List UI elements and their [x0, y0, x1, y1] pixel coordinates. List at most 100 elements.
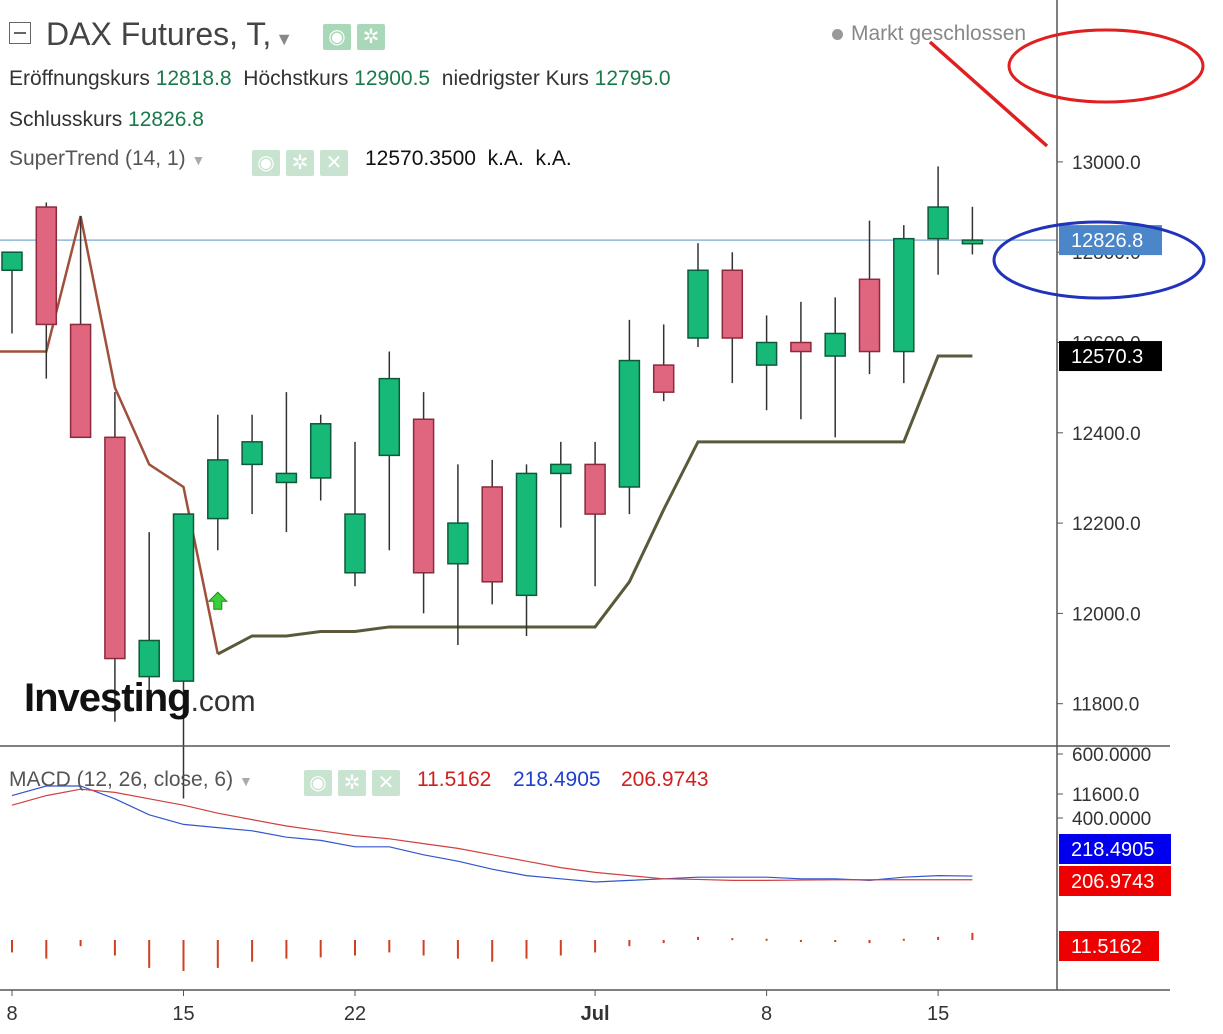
close-icon[interactable]: ✕	[372, 770, 400, 796]
candle-body	[652, 364, 675, 393]
macd-value-tag-bg	[1059, 834, 1171, 864]
candle-body	[138, 639, 160, 678]
macd-hist-bar	[662, 940, 665, 944]
y-tick-label: 12200.0	[1072, 514, 1141, 535]
ohlc-row: Eröffnungskurs 12818.8 Höchstkurs 12900.…	[9, 67, 671, 91]
close-value: 12826.8	[128, 108, 204, 131]
close-label: Schlusskurs	[9, 108, 123, 131]
candle	[344, 441, 366, 587]
candle-body	[481, 486, 503, 583]
macd-hist-bar	[834, 940, 837, 942]
candle-body	[961, 239, 984, 245]
candle-body	[687, 269, 709, 339]
macd-legend[interactable]: MACD (12, 26, close, 6) ▼	[9, 768, 253, 791]
blue-circle-annotation	[992, 220, 1206, 300]
candle	[618, 319, 641, 515]
chevron-down-icon[interactable]: ▼	[275, 29, 294, 49]
buy-signal-arrow-icon	[207, 591, 229, 610]
macd-value-tag-text: 218.4905	[1071, 839, 1154, 861]
candle	[69, 216, 92, 439]
candle	[550, 441, 572, 528]
macd-hist-bar	[525, 940, 528, 959]
eye-icon[interactable]: ◉	[252, 150, 280, 176]
open-label: Eröffnungskurs	[9, 67, 150, 90]
hist-value-tag-bg	[1059, 931, 1159, 961]
macd-hist-bar	[456, 940, 459, 959]
y-tick-label: 11600.0	[1072, 785, 1139, 806]
candle-body	[344, 513, 366, 574]
supertrend-down-segment	[0, 215, 220, 655]
macd-hist-bar	[765, 938, 768, 941]
candle	[172, 513, 195, 799]
close-icon[interactable]: ✕	[320, 150, 348, 176]
macd-hist-bar	[594, 940, 597, 953]
red-circle-annotation	[1007, 28, 1205, 104]
supertrend-price-tag-text: 12570.3	[1071, 346, 1143, 368]
macd-y-tick-label: 400.0000	[1072, 809, 1151, 830]
candle-body	[927, 206, 949, 240]
macd-hist-bar	[285, 940, 288, 959]
macd-hist-bar	[902, 938, 905, 941]
candle-body	[755, 341, 778, 366]
candle	[652, 324, 675, 402]
candles-layer	[1, 166, 984, 799]
macd-hist-bar	[731, 938, 734, 941]
x-tick-label: 15	[927, 1003, 949, 1025]
supertrend-price-tag: 12570.3	[1059, 341, 1162, 372]
y-tick-label: 12000.0	[1072, 604, 1141, 625]
eye-icon[interactable]: ◉	[304, 770, 332, 796]
macd-hist-bar	[388, 940, 391, 953]
candle-body	[447, 522, 469, 565]
status-dot-icon	[832, 28, 843, 40]
candle-body	[515, 472, 538, 597]
macd-hist-bar	[45, 940, 48, 959]
macd-hist-bar	[971, 932, 974, 940]
macd-hist-bar	[251, 940, 254, 962]
candle-body	[721, 269, 744, 339]
candle-body	[412, 418, 435, 574]
macd-panel: 400.0000 600.0000 218.4905 206.9743 11.5162	[11, 745, 1171, 971]
gear-icon[interactable]: ✲	[357, 24, 385, 50]
macd-hist-bar	[79, 940, 82, 947]
candle-body	[858, 278, 881, 353]
candle	[515, 464, 538, 636]
candle	[378, 351, 401, 551]
y-tick-label: 13000.0	[1072, 153, 1141, 174]
collapse-toggle-button[interactable]	[9, 22, 31, 44]
hist-value-tag-text: 11.5162	[1071, 936, 1142, 958]
candle-body	[1, 251, 23, 272]
macd-hist-bar	[148, 940, 151, 968]
chart-title: DAX Futures, T, ▼	[46, 16, 294, 52]
macd-hist-bar	[422, 940, 425, 956]
candle-body	[172, 513, 195, 682]
investing-logo: Investing.com	[24, 676, 256, 720]
candle	[858, 220, 881, 375]
candle	[687, 243, 709, 348]
signal-line	[11, 788, 973, 882]
candle-body	[207, 459, 229, 520]
candle	[1, 251, 23, 334]
macd-hist-bar	[559, 940, 562, 956]
gear-icon[interactable]: ✲	[286, 150, 314, 176]
candle	[104, 392, 126, 722]
macd-hist-bar	[319, 940, 322, 958]
candle	[893, 225, 915, 384]
candle	[275, 392, 298, 533]
supertrend-legend[interactable]: SuperTrend (14, 1) ▼	[9, 147, 206, 170]
macd-signal-value: 206.9743	[621, 768, 709, 791]
macd-hist-bar	[354, 940, 356, 956]
low-label: niedrigster Kurs	[441, 67, 589, 90]
signal-value-tag: 206.9743	[1059, 866, 1171, 896]
candle-body	[104, 436, 126, 660]
gear-icon[interactable]: ✲	[338, 770, 366, 796]
annotations-layer	[928, 28, 1206, 300]
macd-hist-bar	[799, 940, 802, 942]
candle	[412, 392, 435, 614]
supertrend-values: 12570.3500 k.A. k.A.	[365, 147, 572, 170]
eye-icon[interactable]: ◉	[323, 24, 351, 50]
candle	[824, 297, 846, 438]
macd-hist-bar	[491, 940, 494, 962]
candle	[138, 532, 160, 704]
high-value: 12900.5	[354, 67, 431, 90]
